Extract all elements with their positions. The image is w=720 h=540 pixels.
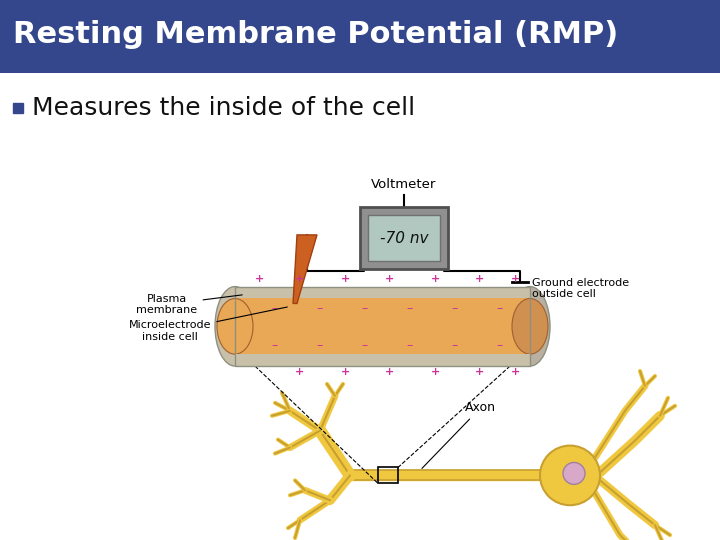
Text: –: –: [497, 302, 503, 315]
Text: –: –: [272, 302, 278, 315]
Text: +: +: [341, 367, 350, 377]
Text: Plasma
membrane: Plasma membrane: [136, 294, 242, 315]
Text: –: –: [272, 339, 278, 352]
Text: Microelectrode
inside cell: Microelectrode inside cell: [129, 307, 287, 342]
Text: Measures the inside of the cell: Measures the inside of the cell: [32, 96, 415, 120]
Text: Resting Membrane Potential (RMP): Resting Membrane Potential (RMP): [13, 21, 618, 50]
Text: Ground electrode
outside cell: Ground electrode outside cell: [532, 278, 629, 299]
Bar: [235, 287, 530, 299]
Text: Voltmeter: Voltmeter: [372, 178, 437, 191]
Text: +: +: [385, 367, 395, 377]
Text: –: –: [497, 339, 503, 352]
Text: –: –: [407, 339, 413, 352]
Text: +: +: [295, 274, 305, 284]
Bar: [235, 287, 530, 366]
Ellipse shape: [510, 287, 550, 366]
Text: –: –: [317, 339, 323, 352]
Bar: [235, 287, 530, 366]
Bar: [378, 468, 398, 483]
Text: +: +: [341, 274, 350, 284]
Polygon shape: [293, 235, 317, 303]
Text: +: +: [295, 367, 305, 377]
Text: –: –: [362, 339, 368, 352]
Text: +: +: [510, 274, 520, 284]
Ellipse shape: [512, 299, 548, 354]
Text: Axon: Axon: [422, 401, 496, 468]
Ellipse shape: [217, 299, 253, 354]
Text: -70 nv: -70 nv: [379, 231, 428, 246]
Text: –: –: [362, 302, 368, 315]
Text: –: –: [317, 302, 323, 315]
Text: +: +: [475, 367, 485, 377]
Text: +: +: [431, 274, 440, 284]
Text: +: +: [385, 274, 395, 284]
Text: –: –: [452, 302, 458, 315]
Text: +: +: [475, 274, 485, 284]
Text: +: +: [510, 367, 520, 377]
Ellipse shape: [215, 287, 255, 366]
FancyBboxPatch shape: [360, 207, 448, 269]
Circle shape: [563, 462, 585, 484]
Bar: [235, 299, 530, 354]
Text: +: +: [256, 274, 265, 284]
Bar: [235, 354, 530, 366]
Text: –: –: [407, 302, 413, 315]
Text: +: +: [431, 367, 440, 377]
Circle shape: [540, 446, 600, 505]
Bar: [368, 215, 440, 261]
Text: –: –: [452, 339, 458, 352]
